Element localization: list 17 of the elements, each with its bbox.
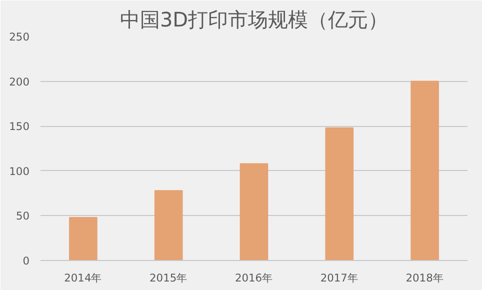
x-tick-label: 2016年	[234, 272, 274, 284]
bar	[69, 216, 98, 260]
x-tick-label: 2014年	[64, 272, 102, 284]
bar	[240, 163, 268, 260]
y-tick-label: 200	[9, 75, 30, 88]
y-tick-label: 0	[22, 254, 30, 268]
x-tick-label: 2015年	[150, 272, 188, 284]
y-tick-label: 100	[9, 164, 30, 178]
bar	[154, 190, 183, 260]
bar	[410, 80, 439, 260]
x-tick-label: 2018年	[406, 272, 444, 284]
y-tick-label: 250	[9, 30, 30, 44]
bar	[325, 127, 354, 260]
chart-title: 中国3D打印市场规模（亿元）	[120, 8, 388, 32]
x-tick-label: 2017年	[320, 272, 358, 284]
y-tick-label: 50	[16, 210, 30, 223]
y-tick-label: 150	[9, 120, 30, 134]
